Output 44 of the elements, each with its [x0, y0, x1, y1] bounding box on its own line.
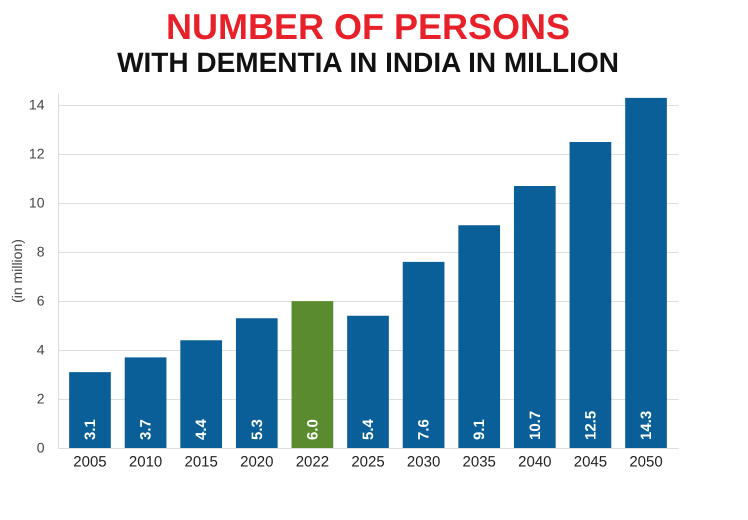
data-label: 5.4 [360, 418, 377, 440]
y-tick-label: 6 [36, 292, 45, 309]
data-label: 14.3 [638, 410, 656, 440]
x-tick-label: 2022 [296, 454, 330, 470]
chart-title: NUMBER OF PERSONS [166, 6, 570, 47]
x-tick-label: 2035 [462, 454, 496, 470]
x-tick-label: 2025 [351, 454, 385, 470]
bar [570, 142, 612, 448]
x-tick-label: 2030 [406, 454, 440, 470]
data-label: 9.1 [471, 419, 488, 440]
data-label: 12.5 [582, 410, 600, 440]
data-label: 6.0 [304, 419, 322, 440]
y-tick-label: 14 [28, 96, 45, 113]
x-tick-label: 2040 [518, 454, 552, 470]
bar [236, 318, 278, 448]
bar [347, 316, 389, 448]
data-label: 7.6 [416, 419, 433, 440]
y-tick-label: 0 [36, 440, 45, 456]
data-label: 3.7 [138, 419, 155, 440]
x-tick-label: 2020 [240, 454, 274, 470]
data-label: 4.4 [193, 418, 210, 440]
x-tick-label: 2010 [128, 454, 162, 470]
y-tick-label: 4 [36, 342, 45, 358]
chart-subtitle: WITH DEMENTIA IN INDIA IN MILLION [117, 47, 619, 78]
y-tick-label: 12 [28, 146, 45, 162]
data-label: 10.7 [526, 410, 544, 440]
y-tick-label: 8 [36, 244, 45, 260]
y-axis-title: (in million) [8, 239, 25, 303]
bar [514, 186, 556, 448]
y-tick-label: 2 [36, 390, 45, 407]
bar [124, 357, 166, 448]
bar [180, 340, 222, 448]
data-label: 5.3 [248, 419, 266, 440]
y-tick-label: 10 [28, 194, 45, 211]
x-tick-label: 2015 [184, 454, 218, 470]
bar [402, 262, 444, 448]
x-tick-label: 2050 [629, 454, 663, 470]
x-tick-label: 2045 [574, 454, 608, 470]
bar [625, 98, 667, 448]
bar [69, 372, 111, 448]
data-label: 3.1 [82, 419, 99, 440]
bar [292, 301, 334, 448]
bar [458, 225, 500, 448]
x-tick-label: 2005 [73, 454, 107, 470]
